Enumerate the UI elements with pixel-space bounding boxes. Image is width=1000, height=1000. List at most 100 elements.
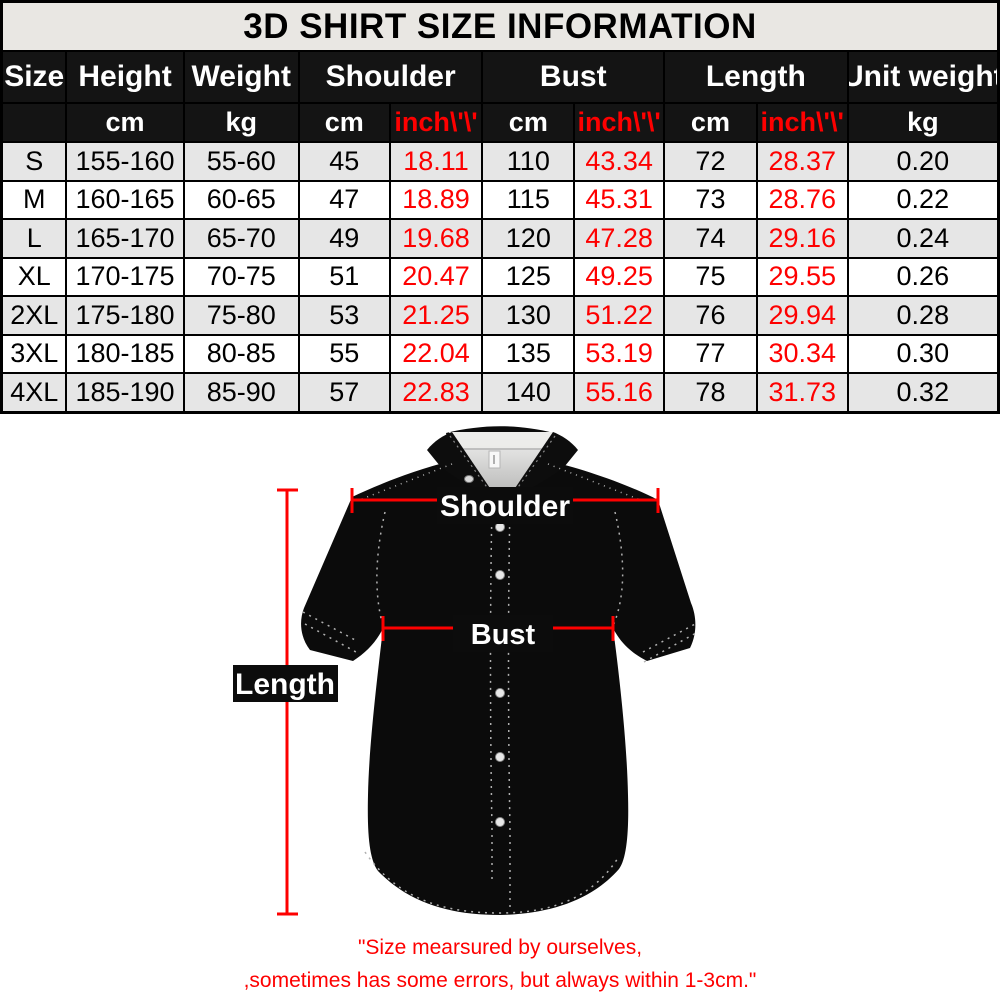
table-cell: 29.94	[757, 297, 847, 334]
table-cell: 51.22	[575, 297, 664, 334]
table-cell: 65-70	[184, 220, 298, 257]
measurement-note: "Size mearsured by ourselves, ,sometimes…	[0, 931, 1000, 997]
unit-header-cm: cm	[299, 104, 389, 141]
column-header-length: Length	[665, 52, 847, 102]
table-cell: 0.30	[848, 335, 997, 372]
table-cell: 18.11	[390, 143, 482, 180]
bust-label: Bust	[471, 619, 536, 651]
table-cell: 0.26	[848, 258, 997, 295]
unit-header-cm: cm	[483, 104, 574, 141]
page-title: 3D SHIRT SIZE INFORMATION	[3, 3, 997, 50]
bust-label-box	[453, 615, 553, 652]
table-cell: 53.19	[575, 335, 664, 372]
collar	[427, 432, 578, 500]
note-line-2: ,sometimes has some errors, but always w…	[243, 969, 757, 992]
table-cell: 160-165	[67, 181, 183, 218]
table-cell: 29.16	[757, 220, 847, 257]
button	[495, 570, 505, 580]
table-cell: 85-90	[184, 374, 298, 411]
table-cell: 43.34	[575, 143, 664, 180]
table-cell: 22.04	[390, 335, 482, 372]
table-cell: 0.22	[848, 181, 997, 218]
table-cell: 57	[299, 374, 389, 411]
length-label: Length	[235, 668, 335, 701]
unit-header-inch: inch\'\'	[390, 104, 482, 141]
table-cell: 55-60	[184, 143, 298, 180]
table-cell: 22.83	[390, 374, 482, 411]
column-header-height: Height	[67, 52, 183, 102]
table-cell: 110	[483, 143, 574, 180]
table-cell: 77	[665, 335, 756, 372]
table-cell: XL	[3, 258, 66, 295]
shoulder-label: Shoulder	[440, 490, 570, 523]
column-header-shoulder: Shoulder	[299, 52, 482, 102]
shoulder-label-box	[437, 487, 573, 524]
length-label-box	[233, 665, 338, 702]
column-header-bust: Bust	[483, 52, 664, 102]
table-cell: 175-180	[67, 297, 183, 334]
table-cell: 140	[483, 374, 574, 411]
unit-header-cm: cm	[665, 104, 756, 141]
table-cell: 55.16	[575, 374, 664, 411]
table-cell: 30.34	[757, 335, 847, 372]
collar-stand	[451, 432, 554, 448]
table-cell: 28.37	[757, 143, 847, 180]
button	[495, 817, 505, 827]
table-cell: 130	[483, 297, 574, 334]
shirt-body	[301, 426, 696, 915]
table-cell: 49	[299, 220, 389, 257]
unit-header-kg: kg	[848, 104, 997, 141]
column-header-unit-weight: Unit weight	[848, 52, 997, 102]
table-cell: 31.73	[757, 374, 847, 411]
table-cell: M	[3, 181, 66, 218]
unit-header-inch: inch\'\'	[757, 104, 847, 141]
table-cell: 2XL	[3, 297, 66, 334]
table-cell: 155-160	[67, 143, 183, 180]
collar-flap-right	[507, 432, 578, 500]
table-cell: 55	[299, 335, 389, 372]
column-header-size: Size	[3, 52, 66, 102]
table-cell: 3XL	[3, 335, 66, 372]
table-cell: 49.25	[575, 258, 664, 295]
table-cell: 28.76	[757, 181, 847, 218]
table-cell: 0.28	[848, 297, 997, 334]
table-cell: 0.20	[848, 143, 997, 180]
table-cell: 120	[483, 220, 574, 257]
table-cell: 74	[665, 220, 756, 257]
collar-flap-left	[427, 432, 498, 500]
table-cell: S	[3, 143, 66, 180]
table-cell: 73	[665, 181, 756, 218]
table-cell: 47	[299, 181, 389, 218]
unit-header-cm: cm	[67, 104, 183, 141]
table-cell: L	[3, 220, 66, 257]
table-cell: 135	[483, 335, 574, 372]
table-cell: 76	[665, 297, 756, 334]
table-cell: 45	[299, 143, 389, 180]
table-cell: 75	[665, 258, 756, 295]
size-table: 3D SHIRT SIZE INFORMATION Size Height We…	[0, 0, 1000, 414]
table-cell: 180-185	[67, 335, 183, 372]
collar-stitch-right	[510, 435, 556, 498]
unit-header-inch: inch\'\'	[575, 104, 664, 141]
table-cell: 4XL	[3, 374, 66, 411]
table-cell: 72	[665, 143, 756, 180]
table-cell: 125	[483, 258, 574, 295]
button	[495, 752, 505, 762]
table-cell: 0.32	[848, 374, 997, 411]
unit-header-blank	[3, 104, 66, 141]
table-cell: 165-170	[67, 220, 183, 257]
button	[495, 688, 505, 698]
collar-button	[464, 475, 474, 483]
table-cell: 21.25	[390, 297, 482, 334]
shirt-stitching	[302, 463, 698, 914]
note-line-1: "Size mearsured by ourselves,	[357, 936, 643, 959]
column-header-weight: Weight	[184, 52, 298, 102]
table-cell: 45.31	[575, 181, 664, 218]
table-cell: 78	[665, 374, 756, 411]
collar-stitch-left	[449, 435, 495, 498]
table-cell: 70-75	[184, 258, 298, 295]
table-cell: 53	[299, 297, 389, 334]
table-cell: 0.24	[848, 220, 997, 257]
